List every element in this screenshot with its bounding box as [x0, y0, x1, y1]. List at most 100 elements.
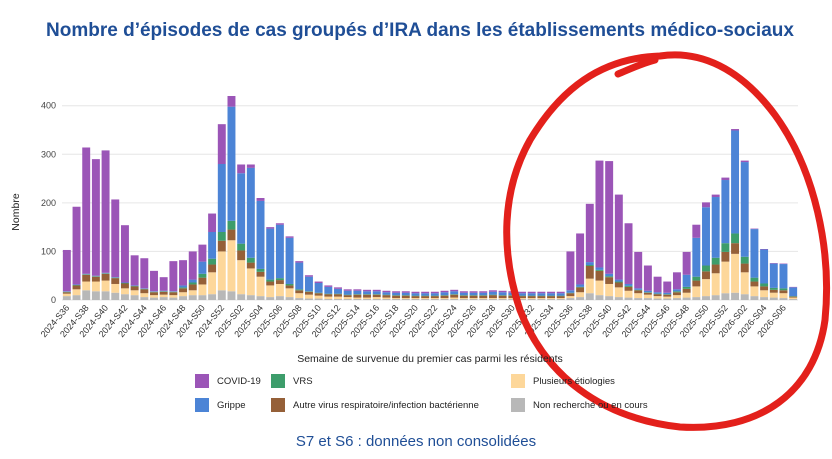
y-axis-ticks: 0 100 200 300 400 — [41, 101, 56, 305]
bar-segment — [343, 299, 352, 300]
bar-segment — [769, 287, 778, 290]
bar-segment — [566, 293, 575, 297]
bar-segment — [624, 283, 633, 286]
bar-segment — [72, 295, 81, 300]
bar-segment — [769, 263, 778, 288]
bar-segment — [169, 297, 178, 300]
bar-segment — [702, 271, 710, 280]
bar-segment — [576, 233, 585, 285]
bar-segment — [237, 164, 246, 174]
bar-segment — [682, 274, 691, 287]
bar-segment — [585, 293, 594, 300]
bar-segment — [62, 296, 71, 300]
bar-segment — [295, 262, 304, 290]
bar-segment — [324, 294, 333, 297]
bar-segment — [634, 288, 643, 290]
bar-segment — [208, 272, 217, 295]
bar-segment — [450, 297, 459, 300]
bar-segment — [353, 290, 362, 295]
bar-segment — [721, 251, 730, 262]
bar-segment — [721, 177, 730, 181]
bar-segment — [740, 160, 749, 163]
bar-segment — [440, 298, 449, 300]
bar-segment — [527, 299, 536, 300]
bar-segment — [208, 294, 217, 300]
bar-segment — [275, 223, 284, 225]
bar-segment — [256, 200, 265, 269]
bar-segment — [605, 273, 614, 277]
bar-segment — [585, 266, 594, 279]
bar-segment — [740, 272, 749, 295]
bar-segment — [334, 287, 342, 289]
bar-segment — [343, 289, 352, 291]
bar-segment — [702, 207, 710, 266]
bar-segment — [459, 292, 468, 296]
bar-segment — [217, 232, 226, 241]
bar-segment — [91, 291, 100, 300]
bar-segment — [547, 296, 556, 299]
bar-segment — [285, 297, 294, 300]
bar-segment — [343, 295, 352, 298]
bar-segment — [440, 292, 449, 296]
bar-segment — [140, 258, 149, 289]
bar-segment — [237, 294, 246, 300]
bar-segment — [469, 299, 478, 300]
bar-segment — [731, 130, 740, 234]
bar-segment — [702, 202, 710, 208]
bar-segment — [692, 237, 701, 277]
bar-segment — [111, 292, 120, 300]
chart-title: Nombre d’épisodes de cas groupés d’IRA d… — [46, 20, 794, 41]
bar-segment — [508, 298, 517, 300]
bar-segment — [731, 243, 740, 254]
bar-segment — [237, 260, 246, 295]
bar-segment — [101, 273, 110, 281]
bar-segment — [430, 299, 439, 300]
bar-segment — [653, 298, 662, 300]
bar-segment — [130, 255, 139, 286]
bar-segment — [372, 297, 381, 300]
bar-segment — [537, 298, 546, 300]
bar-segment — [392, 295, 401, 299]
bar-segment — [295, 261, 304, 263]
bar-segment — [275, 280, 284, 284]
bar-segment — [256, 276, 265, 297]
bar-segment — [266, 228, 275, 280]
bar-segment — [130, 295, 139, 300]
bar-segment — [440, 299, 449, 300]
bar-segment — [585, 262, 594, 266]
bar-segment — [363, 291, 372, 295]
bar-segment — [711, 273, 720, 296]
bar-segment — [769, 297, 778, 300]
bar-segment — [740, 256, 749, 264]
bar-segment — [789, 297, 798, 300]
bar-segment — [208, 232, 217, 259]
bar-segment — [663, 292, 672, 295]
bar-segment — [150, 295, 158, 298]
bar-segment — [140, 297, 149, 300]
bar-segment — [217, 290, 226, 300]
bar-segment — [421, 293, 430, 296]
bar-segment — [653, 294, 662, 297]
bar-segment — [130, 290, 139, 296]
bar-segment — [188, 282, 197, 285]
bar-segment — [324, 286, 333, 294]
bar-segment — [246, 164, 255, 168]
bar-segment — [430, 298, 439, 300]
bar-segment — [450, 289, 459, 292]
y-tick-label: 300 — [41, 149, 56, 159]
bar-segment — [614, 281, 623, 283]
bar-segment — [62, 249, 71, 292]
bar-segment — [111, 278, 120, 284]
bar-segment — [672, 298, 681, 300]
bar-segment — [556, 298, 565, 300]
bar-segment — [769, 289, 778, 293]
bar-segment — [702, 279, 710, 297]
bar-segment — [246, 268, 255, 296]
bar-segment — [605, 283, 614, 297]
bar-segment — [382, 299, 391, 300]
bar-segment — [140, 289, 149, 294]
bar-segment — [692, 280, 701, 287]
bar-segment — [740, 294, 749, 300]
bar-segment — [750, 286, 759, 297]
